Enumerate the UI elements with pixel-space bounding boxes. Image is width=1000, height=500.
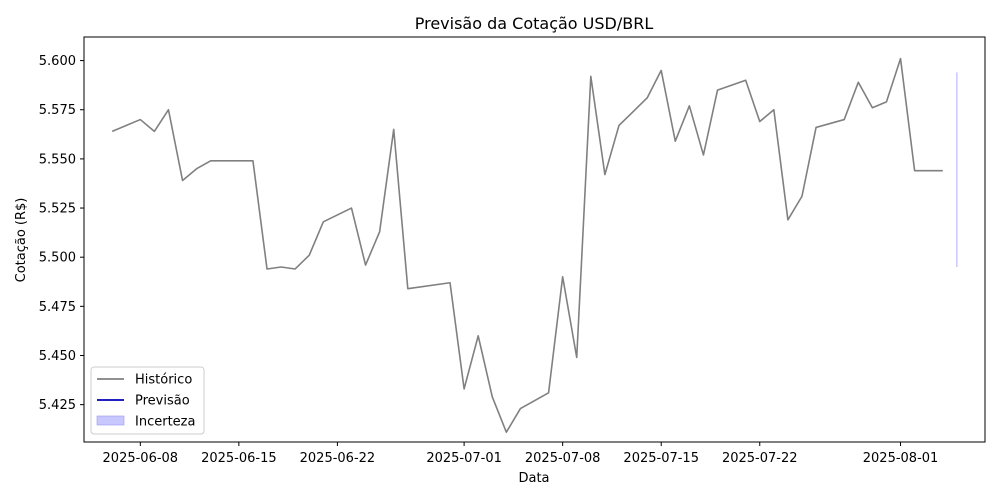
x-tick-label: 2025-07-22 bbox=[722, 451, 798, 466]
series-line-0 bbox=[111, 57, 943, 433]
x-tick-label: 2025-07-15 bbox=[623, 451, 699, 466]
plot-frame bbox=[83, 36, 986, 443]
legend-label: Previsão bbox=[135, 394, 190, 409]
x-tick-label: 2025-06-08 bbox=[103, 451, 179, 466]
x-tick-label: 2025-06-22 bbox=[300, 451, 376, 466]
x-tick-label: 2025-07-01 bbox=[426, 451, 502, 466]
legend-label: Incerteza bbox=[135, 415, 195, 430]
x-tick-label: 2025-07-08 bbox=[525, 451, 601, 466]
x-axis: 2025-06-08 2025-06-15 2025-06-22 2025-07-01… bbox=[103, 442, 939, 466]
legend-label: Histórico bbox=[135, 373, 192, 388]
y-tick-label: 5.550 bbox=[39, 152, 76, 167]
legend-swatch bbox=[96, 415, 125, 426]
y-tick-label: 5.425 bbox=[39, 398, 76, 413]
chart-title: Previsão da Cotação USD/BRL bbox=[415, 14, 654, 33]
x-tick-label: 2025-08-01 bbox=[863, 451, 939, 466]
y-tick-label: 5.500 bbox=[39, 251, 76, 266]
y-tick-label: 5.450 bbox=[39, 349, 76, 364]
legend: Histórico Previsão Incerteza bbox=[90, 366, 205, 435]
y-tick-label: 5.525 bbox=[39, 202, 76, 217]
y-axis-title: Cotação (R$) bbox=[14, 198, 29, 283]
x-axis-title: Data bbox=[518, 471, 549, 486]
y-tick-label: 5.600 bbox=[39, 54, 76, 69]
y-tick-label: 5.475 bbox=[39, 300, 76, 315]
x-tick-label: 2025-06-15 bbox=[201, 451, 277, 466]
y-axis: 5.425 5.450 5.475 5.500 5.525 5.550 5.575 5.600 bbox=[39, 54, 84, 413]
plot-area bbox=[83, 36, 986, 443]
y-tick-label: 5.575 bbox=[39, 103, 76, 118]
